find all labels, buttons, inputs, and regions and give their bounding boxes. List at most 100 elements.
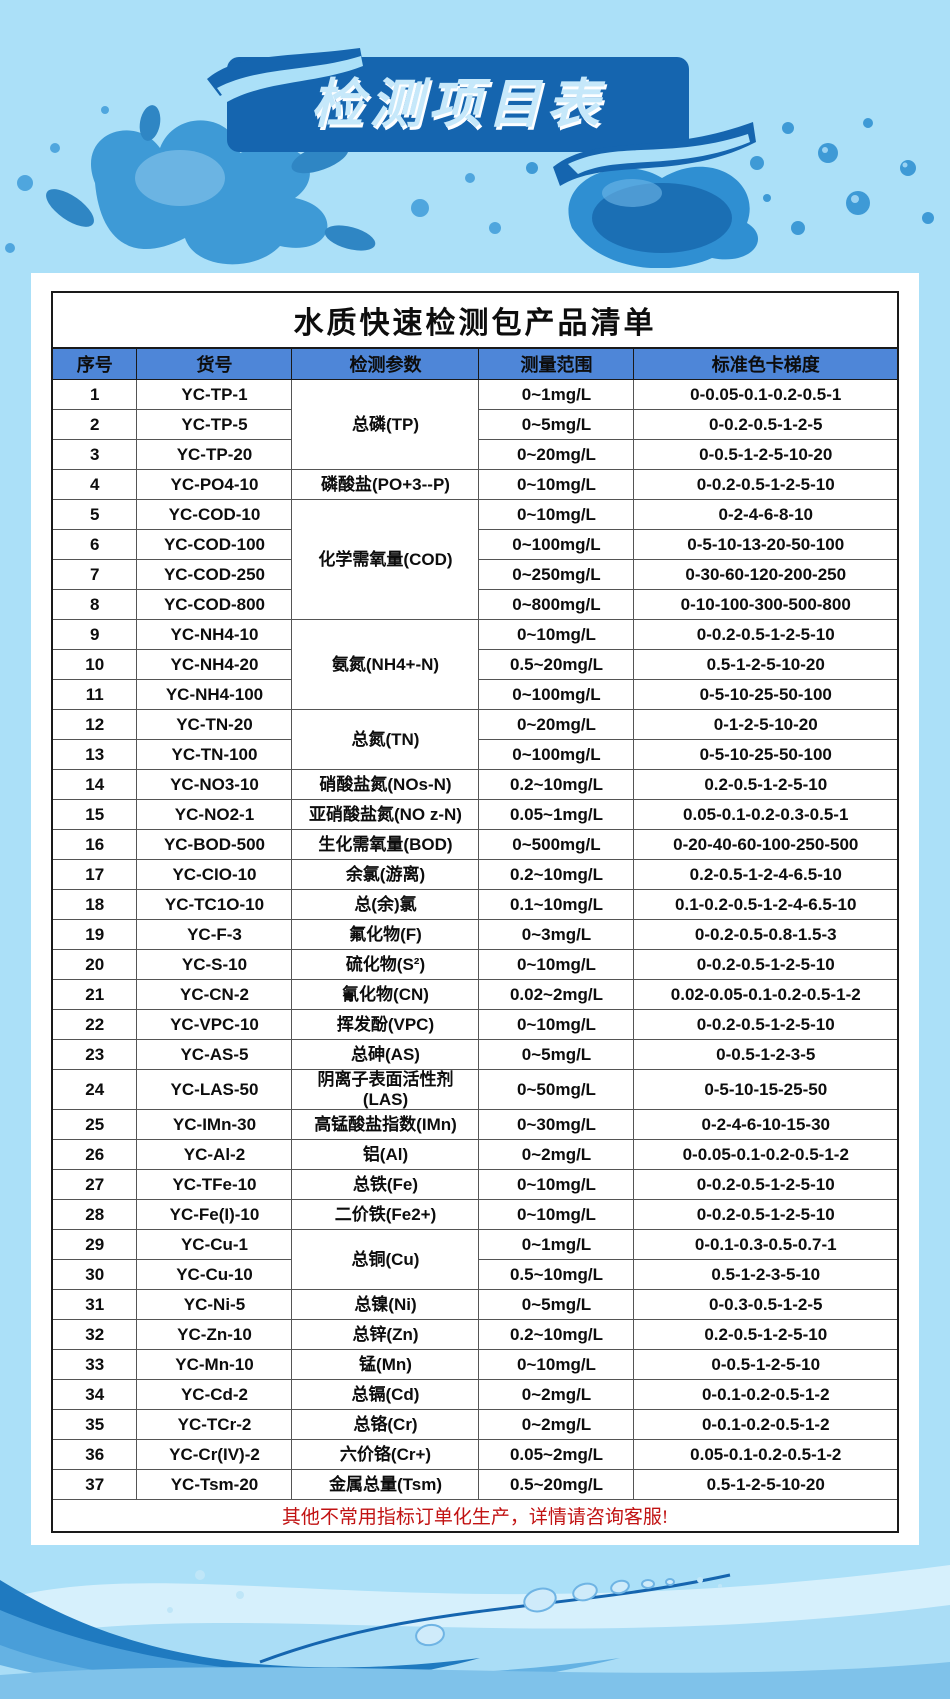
cell-gradient: 0-0.5-1-2-3-5 — [633, 1039, 899, 1070]
cell-serial: 7 — [51, 559, 138, 590]
cell-gradient: 0-5-10-15-25-50 — [633, 1068, 899, 1111]
table-title: 水质快速检测包产品清单 — [51, 291, 899, 349]
footer-note-row: 其他不常用指标订单化生产，详情请咨询客服! — [51, 1499, 899, 1533]
banner-title: 检测项目表 — [310, 75, 606, 134]
cell-range: 0~30mg/L — [478, 1109, 635, 1141]
table-row: 33 YC-Mn-10 锰(Mn) 0~10mg/L 0-0.5-1-2-5-10 — [51, 1349, 899, 1381]
cell-range: 0~10mg/L — [478, 499, 635, 530]
table-row: 31 YC-Ni-5 总镍(Ni) 0~5mg/L 0-0.3-0.5-1-2-5 — [51, 1289, 899, 1321]
table-row: 18 YC-TC1O-10 总(余)氯 0.1~10mg/L 0.1-0.2-0.5-1… — [51, 889, 899, 920]
cell-gradient: 0.5-1-2-5-10-20 — [633, 649, 899, 680]
table-row: 5 YC-COD-10 化学需氧量(COD) 0~10mg/L 0-2-4-6-8-10 — [51, 499, 899, 620]
table-row: 37 YC-Tsm-20 金属总量(Tsm) 0.5~20mg/L 0.5-1-2-5-… — [51, 1469, 899, 1501]
cell-parameter: 总锌(Zn) — [291, 1319, 480, 1351]
cell-item-code: YC-TP-20 — [136, 439, 293, 470]
cell-parameter: 锰(Mn) — [291, 1349, 480, 1381]
cell-range: 0~10mg/L — [478, 1349, 635, 1381]
cell-gradient: 0.05-0.1-0.2-0.3-0.5-1 — [633, 799, 899, 830]
cell-item-code: YC-TP-5 — [136, 409, 293, 440]
cell-serial: 34 — [51, 1379, 138, 1411]
cell-serial: 14 — [51, 769, 138, 800]
cell-item-code: YC-NH4-10 — [136, 619, 293, 650]
col-header-gradient: 标准色卡梯度 — [633, 347, 899, 380]
cell-gradient: 0.05-0.1-0.2-0.5-1-2 — [633, 1439, 899, 1471]
cell-parameter: 总铜(Cu) — [291, 1229, 480, 1291]
cell-parameter: 六价铬(Cr+) — [291, 1439, 480, 1471]
cell-parameter: 余氯(游离) — [291, 859, 480, 890]
col-header-parameter: 检测参数 — [291, 347, 480, 380]
cell-range: 0~2mg/L — [478, 1139, 635, 1171]
cell-range: 0~2mg/L — [478, 1379, 635, 1411]
cell-gradient: 0-0.1-0.2-0.5-1-2 — [633, 1379, 899, 1411]
cell-gradient: 0-5-10-13-20-50-100 — [633, 529, 899, 560]
cell-serial: 15 — [51, 799, 138, 830]
cell-gradient: 0-0.3-0.5-1-2-5 — [633, 1289, 899, 1321]
cell-serial: 13 — [51, 739, 138, 770]
bottom-waves-decoration — [0, 1565, 950, 1699]
cell-parameter: 硝酸盐氮(NOs-N) — [291, 769, 480, 800]
product-table: 水质快速检测包产品清单 序号 货号 检测参数 测量范围 标准色卡梯度 1 YC-T… — [50, 291, 899, 1534]
cell-serial: 30 — [51, 1259, 138, 1291]
cell-gradient: 0.5-1-2-3-5-10 — [633, 1259, 899, 1291]
cell-item-code: YC-COD-100 — [136, 529, 293, 560]
cell-gradient: 0-0.2-0.5-1-2-5 — [633, 409, 899, 440]
cell-item-code: YC-VPC-10 — [136, 1009, 293, 1040]
table-row: 14 YC-NO3-10 硝酸盐氮(NOs-N) 0.2~10mg/L 0.2-0.5-… — [51, 769, 899, 800]
cell-parameter: 二价铁(Fe2+) — [291, 1199, 480, 1231]
col-header-item-code: 货号 — [136, 347, 293, 380]
cell-serial: 2 — [51, 409, 138, 440]
product-card: 水质快速检测包产品清单 序号 货号 检测参数 测量范围 标准色卡梯度 1 YC-T… — [31, 273, 919, 1545]
cell-item-code: YC-TCr-2 — [136, 1409, 293, 1441]
table-row: 8 YC-COD-800 0~800mg/L 0-10-100-300-500-800 — [51, 589, 899, 620]
cell-range: 0~10mg/L — [478, 469, 635, 500]
table-row: 15 YC-NO2-1 亚硝酸盐氮(NO z-N) 0.05~1mg/L 0.05-0.… — [51, 799, 899, 830]
table-row: 26 YC-Al-2 铝(Al) 0~2mg/L 0-0.05-0.1-0.2-0.5-… — [51, 1139, 899, 1171]
cell-parameter: 阴离子表面活性剂 (LAS) — [291, 1068, 480, 1111]
col-header-serial: 序号 — [51, 347, 138, 380]
table-row: 28 YC-Fe(I)-10 二价铁(Fe2+) 0~10mg/L 0-0.2-0.5-… — [51, 1199, 899, 1231]
cell-range: 0~5mg/L — [478, 1039, 635, 1070]
footer-note: 其他不常用指标订单化生产，详情请咨询客服! — [51, 1499, 899, 1533]
cell-serial: 10 — [51, 649, 138, 680]
cell-serial: 12 — [51, 709, 138, 740]
cell-parameter: 化学需氧量(COD) — [291, 499, 480, 620]
cell-range: 0~50mg/L — [478, 1068, 635, 1111]
cell-parameter: 亚硝酸盐氮(NO z-N) — [291, 799, 480, 830]
cell-gradient: 0-0.2-0.5-1-2-5-10 — [633, 1169, 899, 1201]
cell-item-code: YC-NO2-1 — [136, 799, 293, 830]
cell-gradient: 0-0.05-0.1-0.2-0.5-1 — [633, 379, 899, 410]
cell-gradient: 0.2-0.5-1-2-5-10 — [633, 769, 899, 800]
cell-range: 0~100mg/L — [478, 529, 635, 560]
cell-range: 0.2~10mg/L — [478, 1319, 635, 1351]
cell-item-code: YC-Zn-10 — [136, 1319, 293, 1351]
cell-item-code: YC-Mn-10 — [136, 1349, 293, 1381]
cell-gradient: 0-0.1-0.2-0.5-1-2 — [633, 1409, 899, 1441]
cell-gradient: 0-10-100-300-500-800 — [633, 589, 899, 620]
cell-range: 0~10mg/L — [478, 1169, 635, 1201]
table-row: 22 YC-VPC-10 挥发酚(VPC) 0~10mg/L 0-0.2-0.5-1-2… — [51, 1009, 899, 1040]
cell-item-code: YC-TFe-10 — [136, 1169, 293, 1201]
product-table-body: 1 YC-TP-1 总磷(TP) 0~1mg/L 0-0.05-0.1-0.2-0.5-… — [51, 379, 899, 1501]
cell-range: 0.5~10mg/L — [478, 1259, 635, 1291]
cell-serial: 36 — [51, 1439, 138, 1471]
cell-parameter: 铝(Al) — [291, 1139, 480, 1171]
cell-item-code: YC-Tsm-20 — [136, 1469, 293, 1501]
cell-item-code: YC-IMn-30 — [136, 1109, 293, 1141]
cell-gradient: 0.02-0.05-0.1-0.2-0.5-1-2 — [633, 979, 899, 1010]
cell-gradient: 0-0.2-0.5-1-2-5-10 — [633, 949, 899, 980]
cell-range: 0~20mg/L — [478, 439, 635, 470]
cell-item-code: YC-COD-250 — [136, 559, 293, 590]
cell-item-code: YC-AS-5 — [136, 1039, 293, 1070]
cell-range: 0.05~1mg/L — [478, 799, 635, 830]
cell-item-code: YC-COD-800 — [136, 589, 293, 620]
cell-range: 0~10mg/L — [478, 1009, 635, 1040]
cell-gradient: 0-2-4-6-10-15-30 — [633, 1109, 899, 1141]
cell-item-code: YC-S-10 — [136, 949, 293, 980]
cell-range: 0.02~2mg/L — [478, 979, 635, 1010]
cell-range: 0~2mg/L — [478, 1409, 635, 1441]
cell-range: 0~250mg/L — [478, 559, 635, 590]
cell-item-code: YC-TP-1 — [136, 379, 293, 410]
cell-parameter: 高锰酸盐指数(IMn) — [291, 1109, 480, 1141]
cell-item-code: YC-NO3-10 — [136, 769, 293, 800]
cell-item-code: YC-NH4-20 — [136, 649, 293, 680]
